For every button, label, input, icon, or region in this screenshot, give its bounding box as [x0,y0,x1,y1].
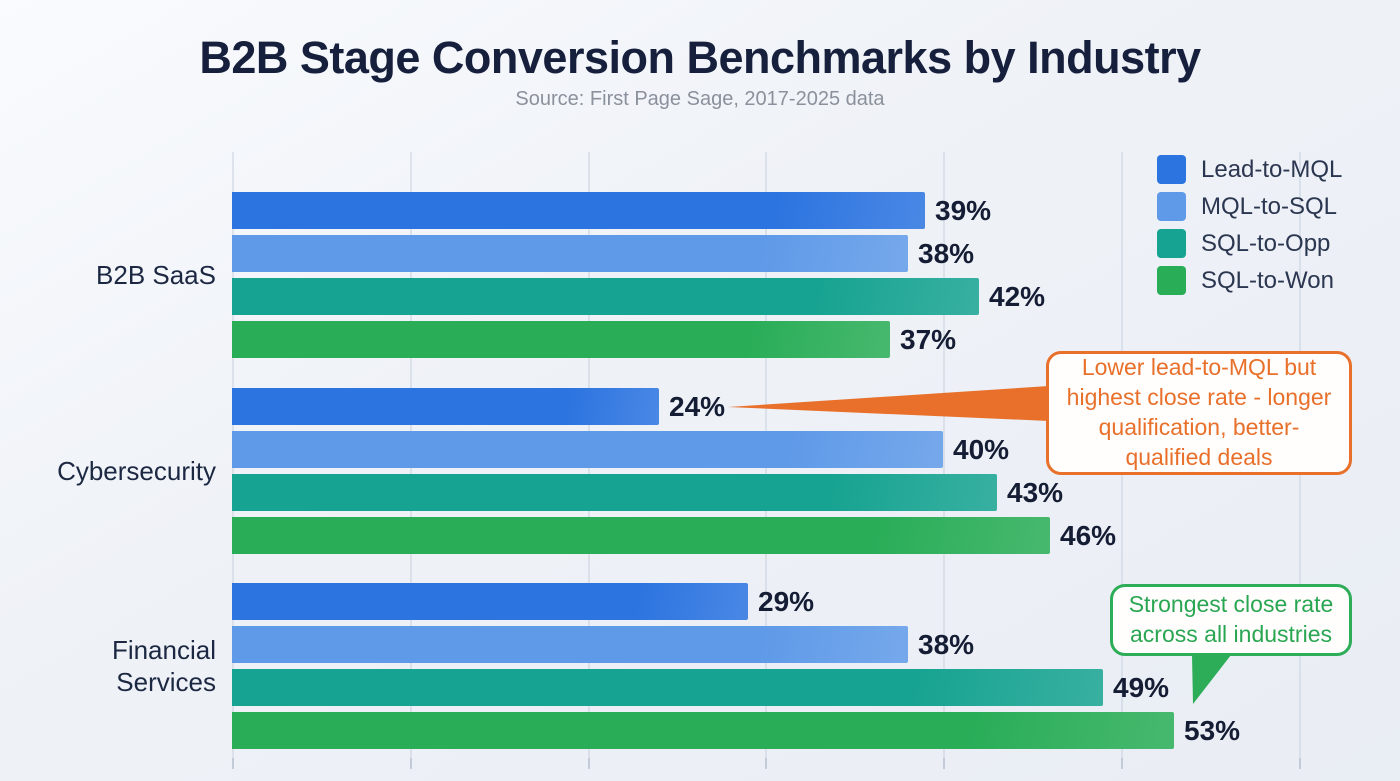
legend-swatch [1157,266,1186,295]
annotation-callout-green: Strongest close rate across all industri… [1110,584,1352,656]
legend: Lead-to-MQL MQL-to-SQL SQL-to-Opp SQL-to-Wo… [1157,155,1342,303]
bar-value-label: 40% [953,434,1010,465]
bar-financial-services-sql-to-won [232,712,1174,749]
legend-label: Lead-to-MQL [1201,155,1343,183]
bar-cybersecurity-sql-to-opp [232,474,997,511]
bar-financial-services-mql-to-sql [232,626,908,663]
bar-cybersecurity-sql-to-won [232,517,1050,554]
axis-tick [1121,758,1123,769]
gridline [943,152,945,758]
legend-swatch [1157,155,1186,184]
bar-value-label: 38% [918,238,975,269]
legend-item: SQL-to-Opp [1157,229,1342,258]
annotation-text-green: Strongest close rate across all industri… [1128,591,1334,647]
legend-label: SQL-to-Opp [1201,229,1331,257]
axis-tick [765,758,767,769]
bar-b2b-saas-sql-to-won [232,321,890,358]
axis-tick [232,758,234,769]
bar-financial-services-sql-to-opp [232,669,1103,706]
legend-label: SQL-to-Won [1201,266,1334,294]
bar-value-label: 43% [1007,477,1064,508]
bar-financial-services-lead-to-mql [232,583,748,620]
bar-b2b-saas-lead-to-mql [232,192,925,229]
bar-value-label: 53% [1184,715,1241,746]
legend-item: SQL-to-Won [1157,266,1342,295]
legend-item: Lead-to-MQL [1157,155,1342,184]
bar-value-label: 38% [918,629,975,660]
green-pointer-wedge [1192,655,1231,704]
chart-subtitle: Source: First Page Sage, 2017-2025 data [515,88,885,110]
axis-tick [1299,758,1301,769]
legend-label: MQL-to-SQL [1201,192,1338,220]
axis-tick [588,758,590,769]
bar-b2b-saas-mql-to-sql [232,235,908,272]
axis-tick [943,758,945,769]
bar-value-label: 24% [669,391,726,422]
bar-b2b-saas-sql-to-opp [232,278,979,315]
legend-item: MQL-to-SQL [1157,192,1342,221]
bar-cybersecurity-mql-to-sql [232,431,943,468]
bar-value-label: 46% [1060,520,1117,551]
annotation-callout-orange: Lower lead-to-MQL but highest close rate… [1046,351,1352,475]
orange-pointer-wedge [728,386,1049,421]
bar-value-label: 39% [935,195,992,226]
bar-value-label: 37% [900,324,957,355]
chart-title: B2B Stage Conversion Benchmarks by Indus… [199,32,1201,83]
bar-value-label: 42% [989,281,1046,312]
legend-swatch [1157,192,1186,221]
category-label-financial-services: Financial Services [111,634,216,698]
bar-cybersecurity-lead-to-mql [232,388,659,425]
bar-value-label: 29% [758,586,815,617]
category-label-b2b-saas: B2B SaaS [96,259,216,290]
axis-tick [410,758,412,769]
legend-swatch [1157,229,1186,258]
annotation-text-orange: Lower lead-to-MQL but highest close rate… [1066,354,1332,470]
bar-value-label: 49% [1113,672,1170,703]
category-label-cybersecurity: Cybersecurity [57,455,216,486]
